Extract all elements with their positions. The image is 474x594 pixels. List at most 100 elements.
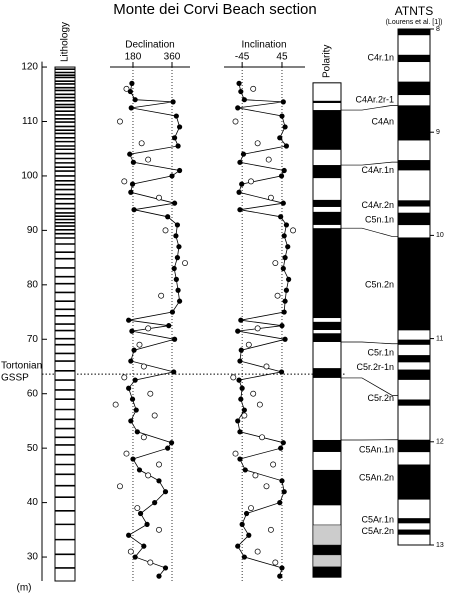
filled-point <box>235 328 241 334</box>
open-point <box>230 374 237 381</box>
filled-point <box>285 244 291 250</box>
filled-point <box>237 207 243 213</box>
filled-point <box>281 167 287 174</box>
open-point <box>123 450 130 457</box>
filled-point <box>286 276 292 282</box>
filled-point <box>175 143 181 149</box>
filled-point <box>129 396 136 402</box>
open-point <box>162 227 169 234</box>
tie-line <box>341 227 398 237</box>
open-point <box>267 194 274 201</box>
filled-point <box>237 456 243 462</box>
filled-point <box>241 407 247 413</box>
chron-normal <box>398 81 430 96</box>
filled-point <box>238 317 244 323</box>
chron-normal <box>398 369 430 380</box>
tie-line <box>341 161 398 166</box>
open-point <box>248 505 254 511</box>
chron-label: C4Ar.1n <box>361 165 394 175</box>
filled-point <box>176 298 183 304</box>
filled-point <box>279 113 285 119</box>
filled-point <box>241 554 247 560</box>
filled-point <box>279 565 285 571</box>
filled-point <box>126 385 132 391</box>
filled-point <box>132 97 138 103</box>
x-tick-label: -45 <box>235 52 250 63</box>
filled-point <box>278 173 285 179</box>
filled-point <box>174 222 181 228</box>
filled-point <box>243 510 250 517</box>
chron-normal <box>398 399 430 406</box>
chron-label: C5Ar.2n <box>361 526 394 536</box>
open-point <box>272 260 279 266</box>
filled-point <box>235 418 241 424</box>
normal-zone <box>313 100 341 103</box>
chron-normal <box>398 212 430 226</box>
filled-point <box>278 369 285 375</box>
filled-point <box>241 97 247 103</box>
normal-zone <box>313 368 341 378</box>
chron-normal <box>398 54 430 63</box>
open-point <box>117 118 123 125</box>
normal-zone <box>313 566 341 578</box>
filled-point <box>278 214 284 220</box>
filled-point <box>242 467 248 473</box>
chron-label: C5r.2r-1n <box>356 362 394 372</box>
open-point <box>263 363 270 370</box>
x-tick-label: 360 <box>164 52 181 63</box>
filled-point <box>240 151 247 157</box>
normal-zone <box>313 110 341 150</box>
chron-label: C5n.1n <box>365 214 394 224</box>
open-point <box>256 401 263 408</box>
filled-point <box>141 543 147 549</box>
open-point <box>123 85 130 92</box>
filled-point <box>283 143 290 149</box>
uncertain-zone <box>312 554 342 568</box>
filled-point <box>128 105 134 111</box>
filled-point <box>130 159 137 165</box>
filled-point <box>239 521 245 527</box>
atnts-title: ATNTS <box>395 4 433 18</box>
filled-point <box>165 445 171 451</box>
age-tick-label: 10 <box>436 232 444 239</box>
open-point <box>121 374 128 381</box>
filled-point <box>172 200 178 206</box>
chron-normal <box>398 160 430 171</box>
y-tick-label: 40 <box>27 497 39 508</box>
filled-point <box>171 369 177 375</box>
filled-point <box>236 377 242 383</box>
open-point <box>182 260 188 266</box>
filled-point <box>172 135 178 141</box>
open-point <box>250 390 257 397</box>
open-point <box>140 363 147 370</box>
filled-point <box>175 287 181 293</box>
normal-zone <box>313 469 341 506</box>
filled-point <box>280 440 286 446</box>
filled-point <box>137 510 144 517</box>
tie-line <box>341 341 398 345</box>
open-point <box>248 178 254 185</box>
normal-zone <box>313 321 341 331</box>
filled-point <box>283 222 290 228</box>
chron-normal <box>398 518 430 524</box>
open-point <box>245 341 252 348</box>
uncertain-zone <box>312 524 342 546</box>
y-tick-label: 30 <box>27 552 39 563</box>
open-point <box>232 118 239 125</box>
filled-point <box>236 80 242 86</box>
open-point <box>263 483 270 490</box>
filled-point <box>282 336 288 342</box>
chron-normal <box>398 237 430 331</box>
filled-point <box>277 573 283 579</box>
filled-point <box>281 489 287 495</box>
filled-point <box>169 173 175 179</box>
atnts-subtitle: (Lourens et al. [1]) <box>386 19 443 26</box>
tie-line <box>341 105 398 111</box>
open-point <box>140 434 147 441</box>
filled-point <box>131 347 137 353</box>
open-point <box>272 559 279 566</box>
age-tick-label: 9 <box>436 129 440 136</box>
filled-point <box>166 323 172 329</box>
filled-point <box>127 151 133 157</box>
open-point <box>156 194 162 201</box>
